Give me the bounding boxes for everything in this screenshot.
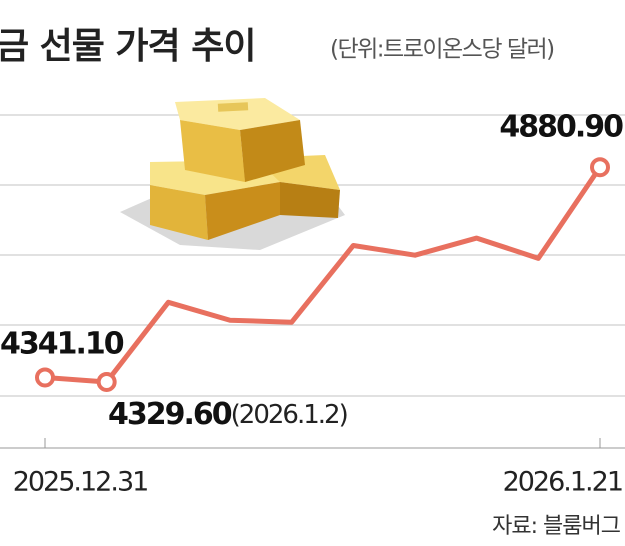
annotation: (2026.1.2) (231, 400, 347, 430)
source: 자료: 블룸버그 (492, 514, 621, 539)
point (96, 371, 117, 392)
chart-subtitle: (단위:트로이온스당 달러) (330, 37, 554, 63)
value-label: 4341.10 (0, 327, 124, 362)
grid (0, 114, 625, 449)
value-label: 4329.60 (108, 397, 232, 432)
value-label: 4880.90 (499, 110, 623, 145)
point (35, 367, 55, 388)
point (590, 157, 610, 178)
gold-bars-illustration (120, 98, 345, 250)
chart-title: 금 선물 가격 추이 (0, 26, 255, 67)
value-label-group: 4329.60(2026.1.2) (108, 397, 347, 432)
x-tick-label: 2026.1.21 (503, 467, 622, 498)
x-tick-label: 2025.12.31 (13, 467, 148, 498)
line (44, 165, 603, 385)
